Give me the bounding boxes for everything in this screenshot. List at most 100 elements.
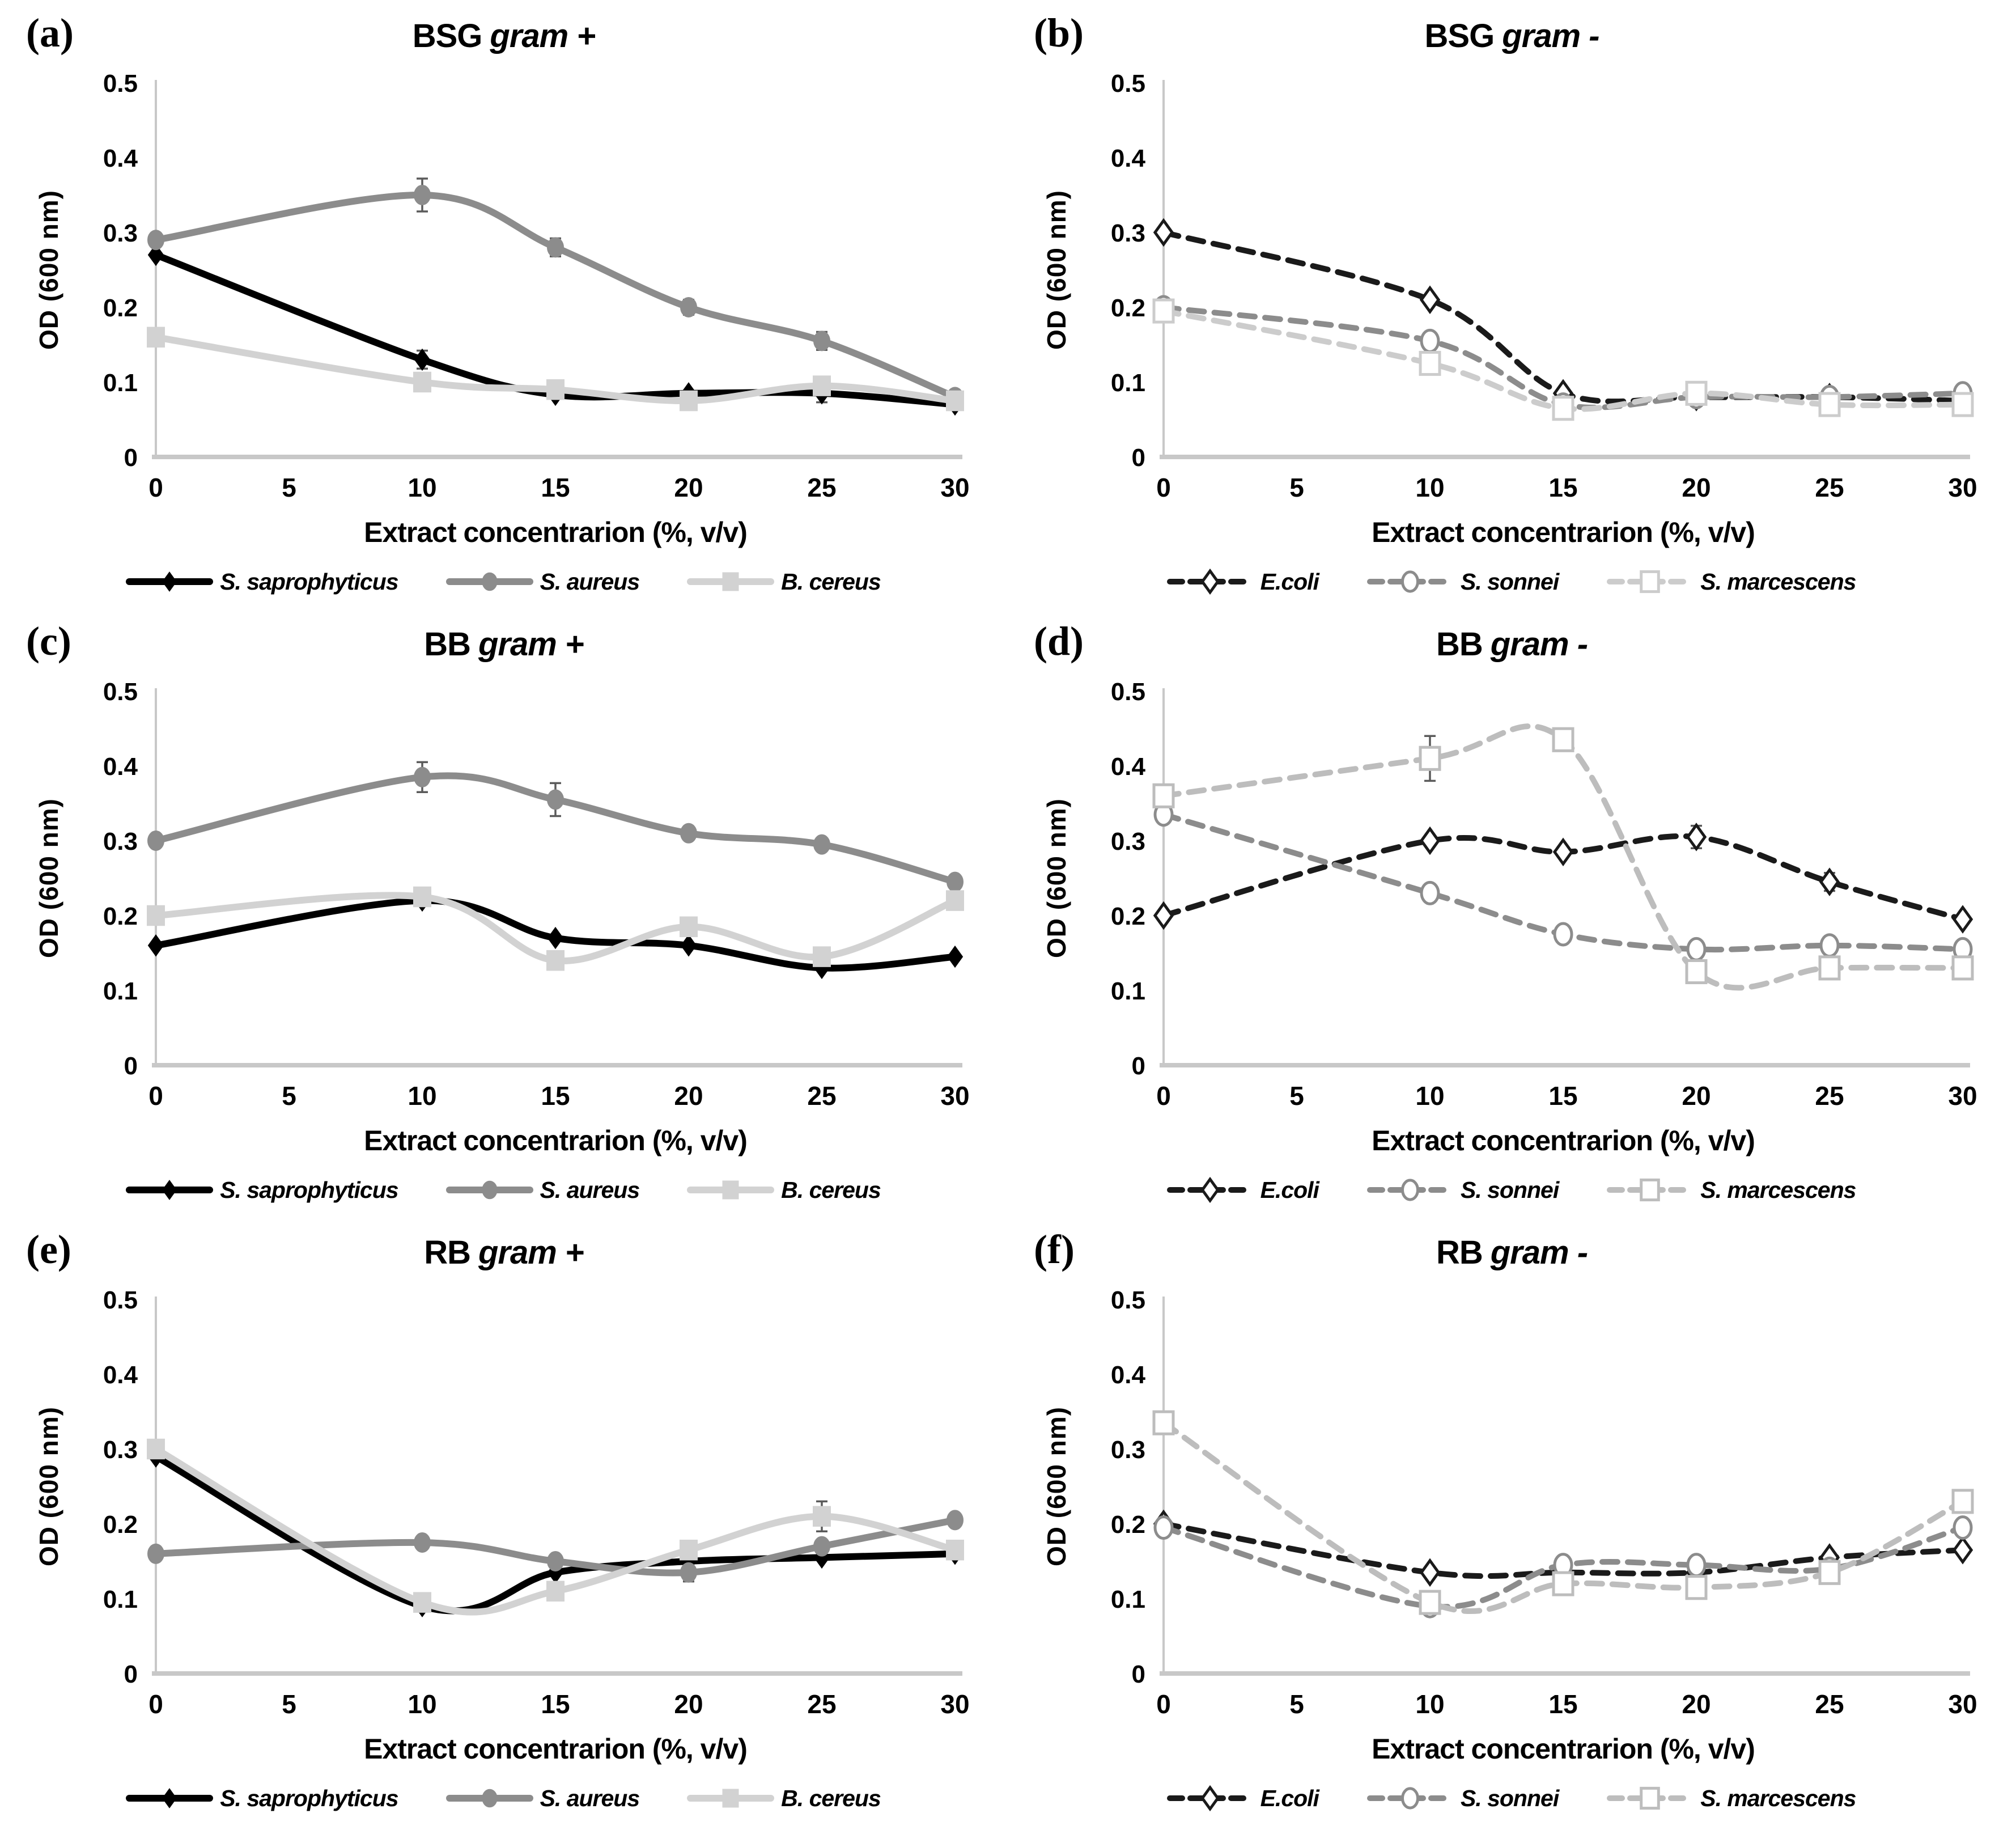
x-tick-label: 15	[541, 473, 570, 502]
legend-line-sample	[445, 1180, 533, 1200]
marker-square-icon	[680, 1539, 698, 1561]
panel-title-gram: gram -	[1502, 18, 1599, 54]
y-tick-label: 0.3	[103, 219, 138, 247]
legend-label: S. marcescens	[1700, 1176, 1856, 1203]
y-tick-label: 0.5	[103, 1286, 138, 1314]
legend-line-sample	[126, 1788, 214, 1808]
series-line-e-coli	[1161, 230, 1966, 405]
y-tick-label: 0.5	[1111, 1286, 1145, 1314]
marker-square-icon	[1685, 380, 1708, 406]
marker-square-icon	[1818, 955, 1841, 981]
legend-line-sample	[1607, 1786, 1694, 1810]
marker-diamond-icon	[547, 926, 564, 950]
legend-item-b-cereus: B. cereus	[687, 568, 881, 595]
marker-square-icon	[413, 371, 431, 393]
marker-circle-icon	[1553, 922, 1573, 947]
marker-circle-icon	[813, 1536, 830, 1557]
marker-circle-icon	[1400, 570, 1419, 593]
marker-diamond-icon	[1419, 826, 1441, 855]
x-tick-label: 15	[1548, 1689, 1577, 1719]
x-tick-label: 0	[148, 1689, 163, 1719]
marker-square-icon	[680, 390, 698, 412]
marker-circle-icon	[414, 766, 431, 787]
legend-line-sample	[445, 572, 533, 591]
marker-square-icon	[680, 916, 698, 938]
series-line-b-cereus	[152, 892, 958, 964]
panel-letter: (d)	[1034, 618, 1084, 664]
marker-circle-icon	[147, 1543, 164, 1564]
marker-circle-icon	[1953, 1515, 1973, 1540]
panel-title-name: RB	[1436, 1234, 1483, 1271]
marker-square-icon	[1152, 783, 1175, 808]
panel-title-gram: gram -	[1490, 626, 1588, 663]
x-tick-label: 30	[1948, 1689, 1977, 1719]
marker-circle-icon	[680, 297, 697, 317]
y-axis-title: OD (600 nm)	[34, 798, 63, 958]
legend-line-sample	[687, 1789, 775, 1808]
legend-label: S. aureus	[540, 1785, 640, 1811]
legend-label: S. sonnei	[1460, 1176, 1559, 1203]
legend-label: S. aureus	[540, 1176, 640, 1203]
panel-title-name: BB	[424, 626, 471, 663]
legend-label: S. saprophyticus	[220, 568, 398, 595]
marker-square-icon	[1419, 745, 1441, 771]
x-tick-label: 30	[1948, 1081, 1977, 1111]
marker-square-icon	[1552, 396, 1574, 421]
marker-square-icon	[946, 890, 964, 911]
x-tick-label: 20	[1682, 1689, 1711, 1719]
y-axis-title: OD (600 nm)	[34, 190, 63, 350]
legend-line-sample	[1607, 1178, 1694, 1202]
x-tick-label: 0	[148, 1081, 163, 1111]
marker-diamond-icon	[414, 348, 431, 371]
x-tick-label: 25	[807, 473, 836, 502]
marker-circle-icon	[414, 1532, 431, 1553]
legend-c: S. saprophyticus S. aureus B. cereus	[19, 1176, 988, 1204]
y-tick-label: 0	[124, 1660, 138, 1688]
legend-item-s-saprophyticus: S. saprophyticus	[126, 1176, 399, 1204]
marker-circle-icon	[547, 237, 564, 258]
marker-circle-icon	[1400, 1787, 1419, 1810]
legend-item-s-saprophyticus: S. saprophyticus	[126, 568, 399, 595]
marker-circle-icon	[947, 871, 964, 892]
marker-square-icon	[722, 1789, 739, 1808]
y-tick-label: 0	[1132, 1052, 1145, 1080]
marker-diamond-icon	[947, 945, 964, 968]
marker-circle-icon	[1420, 328, 1440, 353]
marker-square-icon	[546, 379, 565, 400]
marker-diamond-icon	[1200, 568, 1220, 595]
legend-item-s-marcescens: S. marcescens	[1607, 568, 1856, 595]
legend-label: S. sonnei	[1460, 568, 1559, 595]
marker-square-icon	[1552, 727, 1574, 752]
legend-item-s-marcescens: S. marcescens	[1607, 1176, 1856, 1204]
marker-diamond-icon	[1419, 1558, 1441, 1587]
legend-line-sample	[445, 1789, 533, 1808]
marker-square-icon	[1818, 1560, 1841, 1585]
panel-letter: (f)	[1034, 1227, 1075, 1272]
marker-circle-icon	[947, 1510, 964, 1531]
legend-item-s-sonnei: S. sonnei	[1366, 1785, 1559, 1812]
x-tick-label: 25	[807, 1689, 836, 1719]
panel-c: (c) BB gram + 0 0.1 0.2 0.3 0.4 0.5 0 5 10 15 20 25 3…	[0, 608, 1008, 1217]
y-tick-label: 0.4	[103, 145, 138, 172]
x-axis-title: Extract concentrarion (%, v/v)	[364, 1125, 748, 1156]
x-tick-label: 30	[1948, 473, 1977, 502]
marker-diamond-icon	[147, 934, 164, 957]
chart-plot-e: 0 0.1 0.2 0.3 0.4 0.5 0 5 10 15 20 25 30 OD (600 nm)	[34, 1286, 970, 1719]
panel-header: (b) BSG gram -	[1008, 7, 2016, 66]
x-tick-label: 10	[1415, 1689, 1444, 1719]
panel-letter: (b)	[1034, 10, 1084, 56]
marker-square-icon	[413, 886, 431, 908]
series-line-s-aureus	[152, 191, 958, 401]
marker-square-icon	[1951, 392, 1974, 417]
legend-d: E.coli S. sonnei S. marcescens	[1027, 1176, 1996, 1204]
marker-square-icon	[1951, 955, 1974, 981]
y-tick-label: 0.4	[1111, 145, 1146, 172]
y-tick-label: 0.2	[1111, 294, 1145, 322]
legend-line-sample	[1166, 1176, 1253, 1204]
marker-square-icon	[1552, 1571, 1574, 1596]
marker-diamond-icon	[1952, 905, 1973, 934]
panel-d: (d) BB gram - 0 0.1 0.2 0.3 0.4 0.5 0 5 10 15 20 25 3…	[1008, 608, 2016, 1217]
legend-label: S. saprophyticus	[220, 1176, 398, 1203]
y-axis-title: OD (600 nm)	[34, 1406, 63, 1566]
